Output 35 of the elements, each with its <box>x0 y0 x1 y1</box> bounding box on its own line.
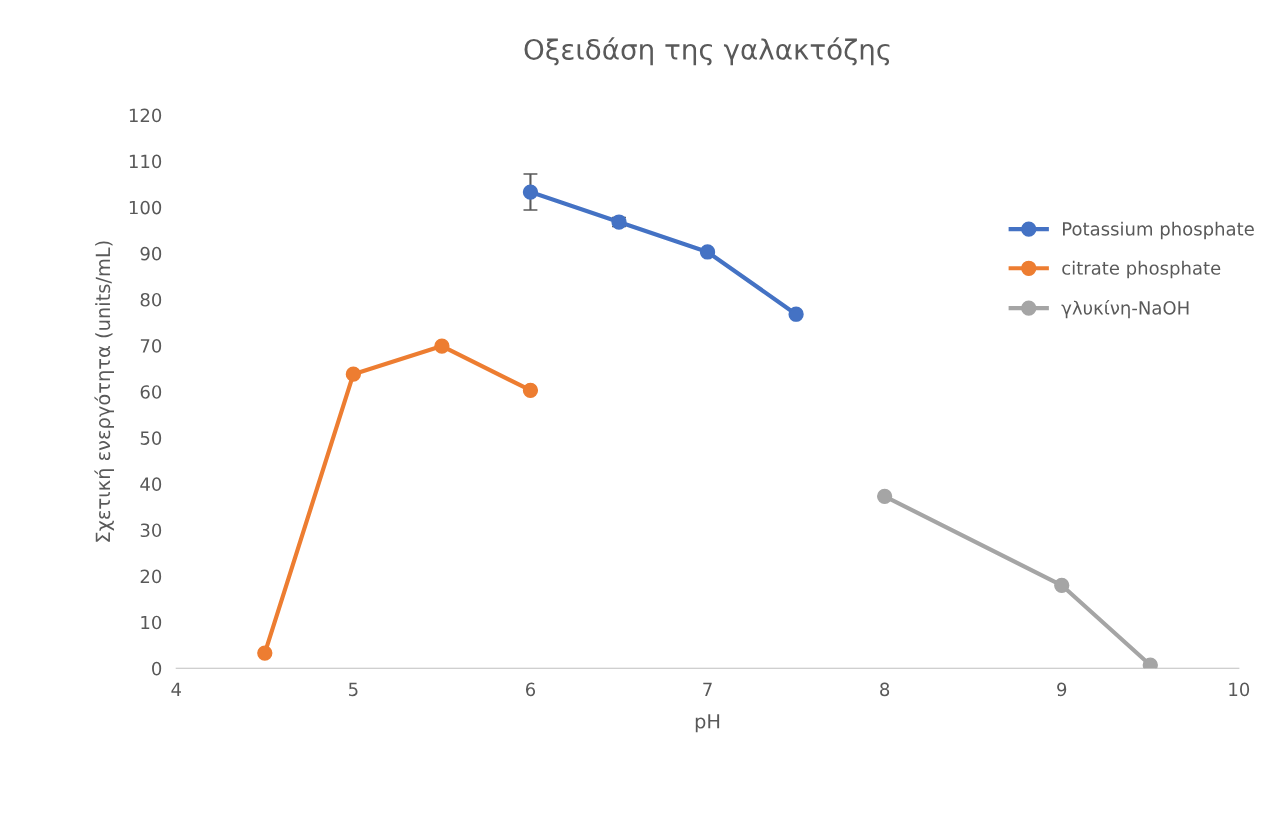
x-axis-title: pH <box>695 714 720 733</box>
chart-title: Οξειδάση της γαλακτόζης <box>524 37 890 66</box>
y-tick-label: 80 <box>140 292 162 307</box>
point <box>877 488 893 504</box>
y-tick-label: 90 <box>140 246 162 261</box>
point <box>1054 577 1070 593</box>
point <box>522 382 539 398</box>
y-tick-label: 110 <box>129 154 162 169</box>
y-tick-label: 60 <box>140 385 162 399</box>
point <box>345 366 361 382</box>
y-tick-label: 0 <box>152 661 162 676</box>
x-tick-label: 4 <box>171 682 181 696</box>
y-tick-label: 50 <box>140 431 162 445</box>
y-tick-label: 100 <box>129 200 162 215</box>
y-tick-label: 40 <box>140 477 162 491</box>
y-tick-label: 120 <box>129 108 162 123</box>
y-tick-label: 30 <box>140 523 162 538</box>
legend-label: Potassium phosphate <box>1063 221 1254 240</box>
y-tick-label: 10 <box>141 615 162 630</box>
x-tick-label: 5 <box>349 682 358 697</box>
x-tick-label: 6 <box>525 682 536 697</box>
point <box>522 184 539 200</box>
legend-label: citrate phosphate <box>1062 260 1221 279</box>
legend-label: γλυκίνη-NaOH <box>1061 300 1189 319</box>
x-tick-label: 7 <box>703 682 712 696</box>
x-tick-label: 9 <box>1057 682 1067 697</box>
point <box>434 338 450 354</box>
x-tick-label: 8 <box>880 682 890 697</box>
point <box>257 645 273 661</box>
point <box>788 306 804 322</box>
y-axis-title: Σχετική ενεργότητα (units/mL) <box>94 241 115 542</box>
y-tick-label: 20 <box>140 569 162 584</box>
x-tick-label: 10 <box>1229 682 1250 697</box>
point <box>699 244 716 260</box>
y-tick-label: 70 <box>140 339 162 353</box>
